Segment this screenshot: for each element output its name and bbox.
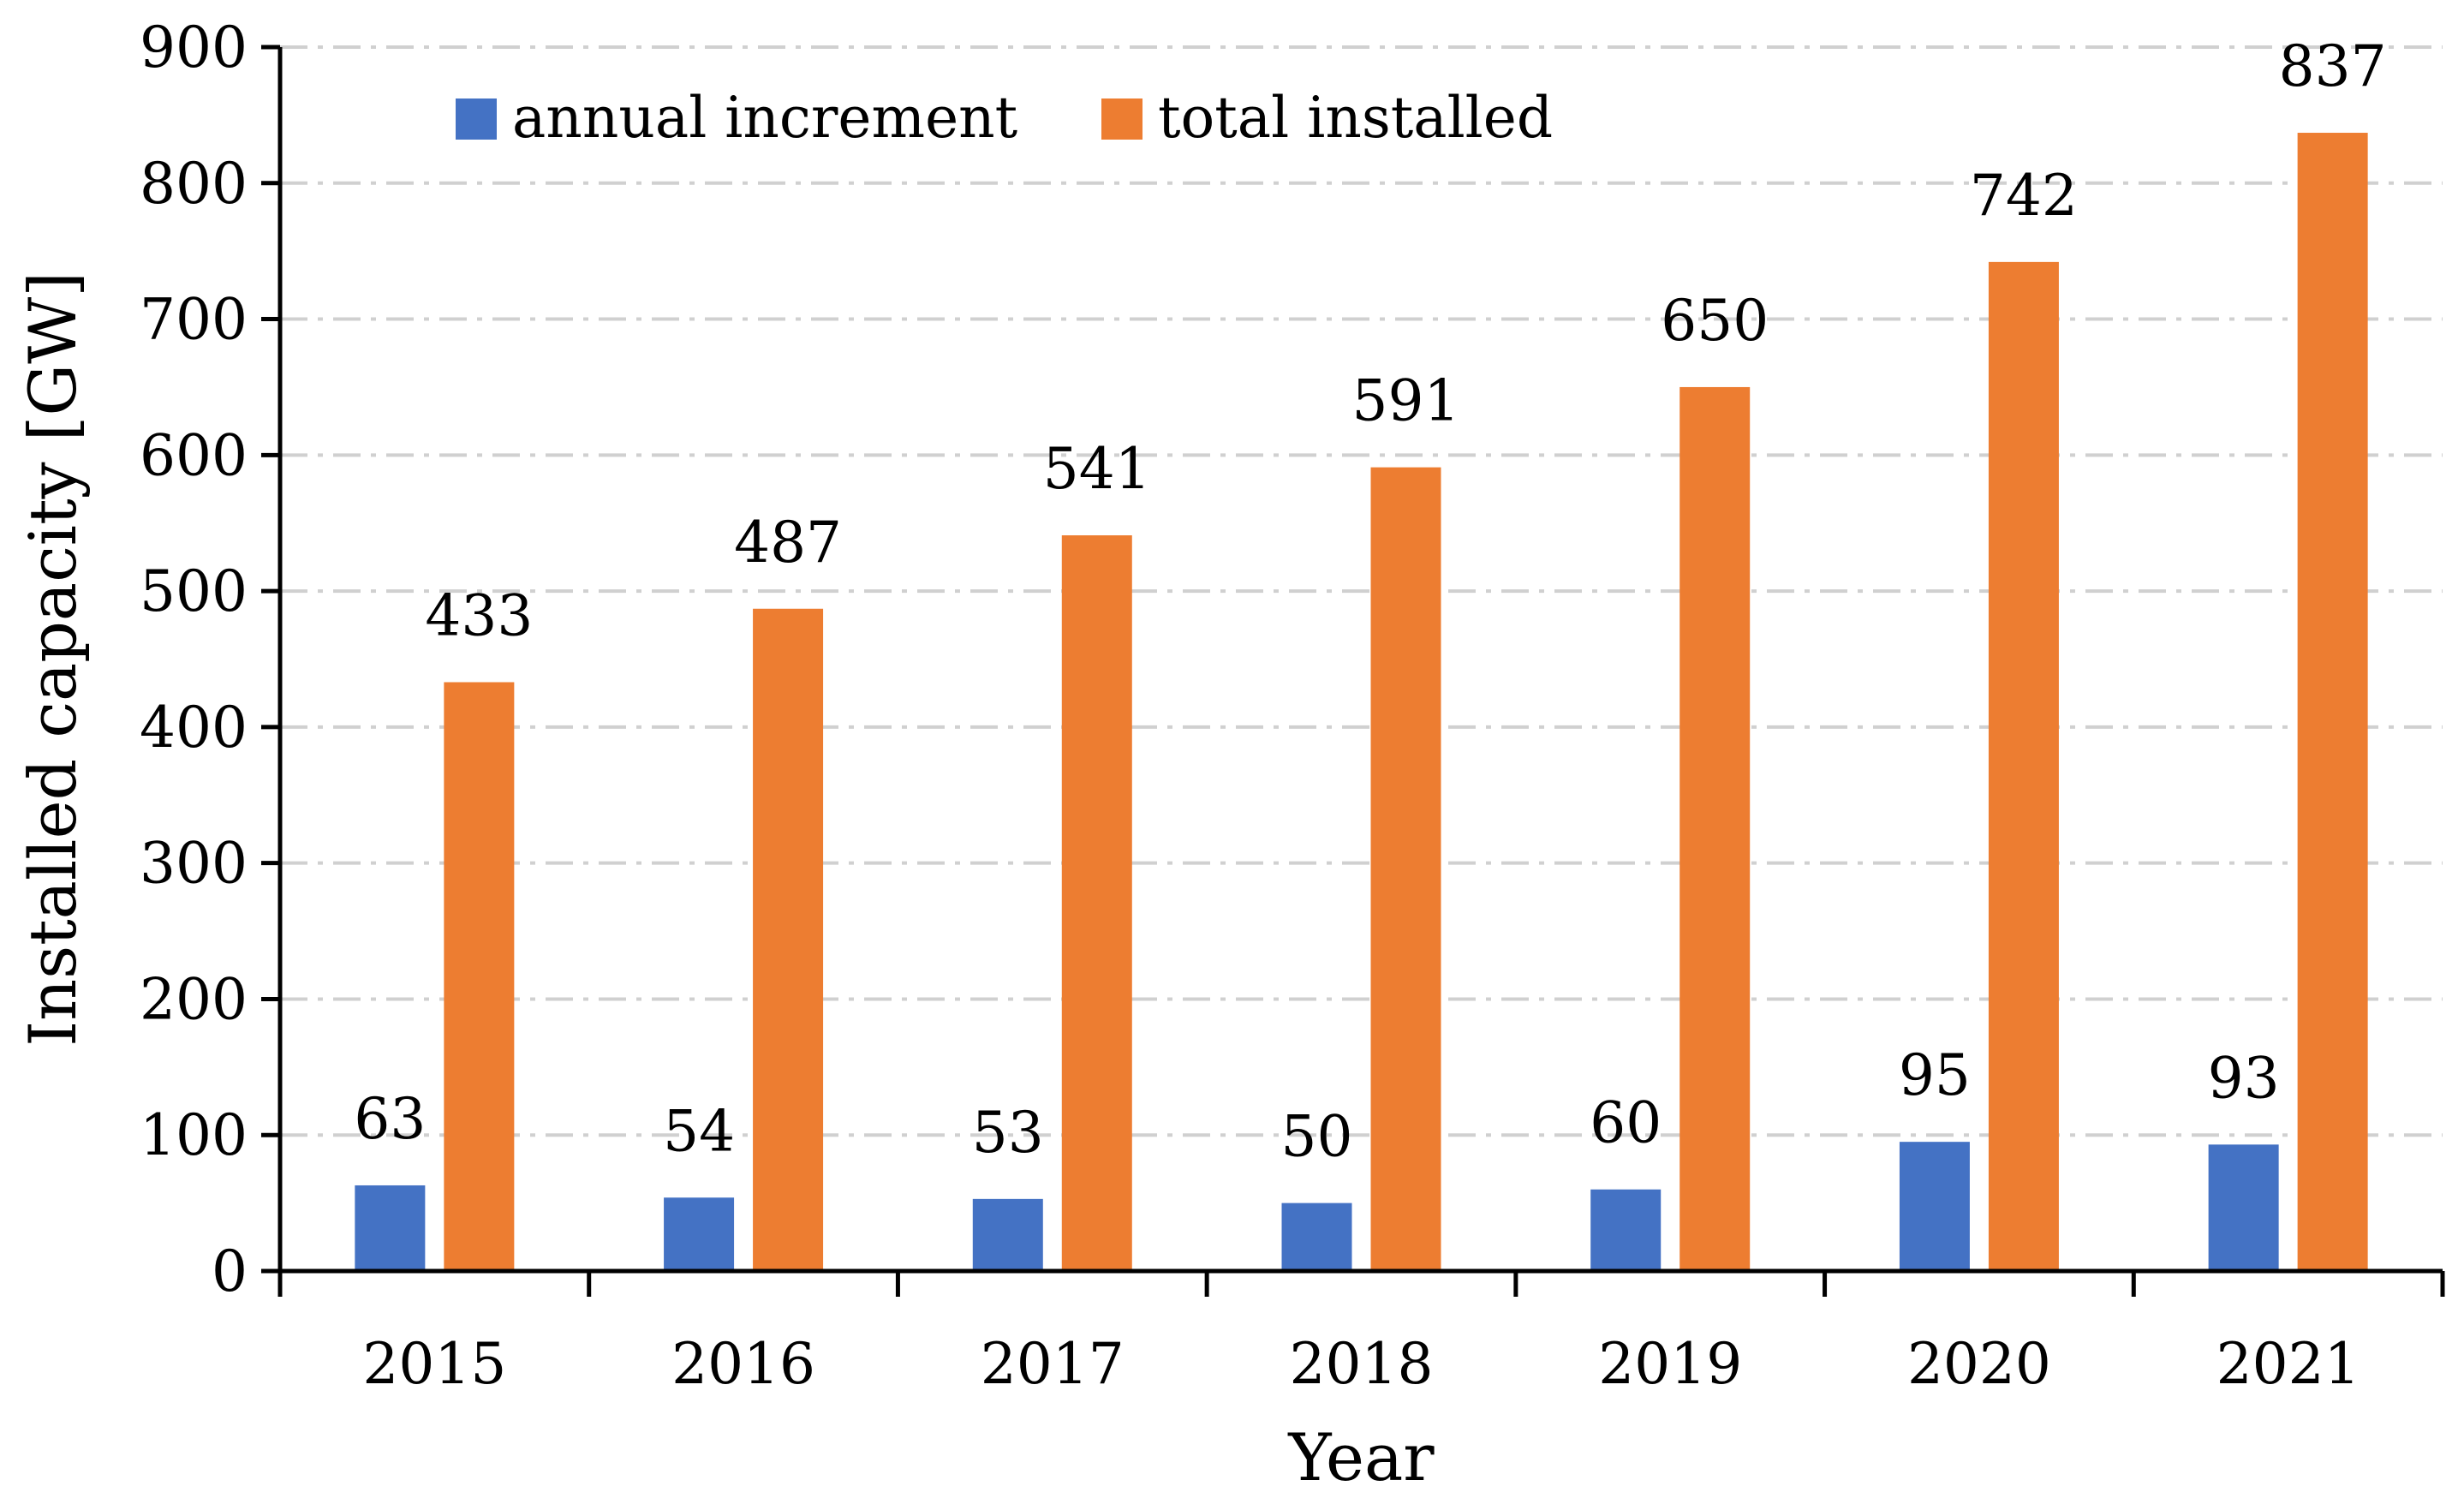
y-tick-label: 300	[140, 831, 248, 897]
x-tick-label: 2016	[671, 1331, 815, 1397]
data-label: 541	[1043, 436, 1151, 502]
y-tick-label: 800	[140, 151, 248, 217]
data-label: 93	[2208, 1045, 2280, 1111]
data-label: 837	[2279, 33, 2387, 99]
bar-total-installed-2019	[1679, 386, 1751, 1271]
y-tick-label: 100	[140, 1102, 248, 1168]
x-tick-label: 2019	[1598, 1331, 1742, 1397]
y-axis-title: Installed capacity [GW]	[15, 272, 91, 1047]
y-tick-label: 400	[140, 695, 248, 761]
bar-total-installed-2016	[753, 608, 824, 1271]
x-axis-ticks: 2015 2016 2017 2018 2019 2020 2021	[277, 1271, 2445, 1397]
bar-total-installed-2015	[444, 682, 515, 1271]
data-label: 60	[1590, 1090, 1662, 1156]
bar-annual-increment-2018	[1281, 1203, 1352, 1271]
data-label: 95	[1899, 1042, 1971, 1108]
legend: annual increment total installed	[456, 85, 1553, 151]
x-axis-title: Year	[1287, 1419, 1435, 1495]
data-label: 487	[734, 510, 842, 576]
x-tick-label: 2020	[1907, 1331, 2051, 1397]
legend-swatch-total-installed	[1101, 98, 1143, 140]
bar-total-installed-2020	[1988, 261, 2059, 1271]
gridlines	[280, 45, 2443, 1137]
legend-swatch-annual-increment	[456, 98, 497, 140]
y-tick-label: 500	[140, 558, 248, 624]
bar-total-installed-2017	[1061, 535, 1132, 1271]
y-axis-ticks: 0 100 200 300 400 500 600 700 800 900	[140, 15, 280, 1304]
x-tick-label: 2018	[1290, 1331, 1434, 1397]
bar-annual-increment-2017	[972, 1198, 1043, 1271]
data-label: 742	[1970, 163, 2078, 229]
data-label: 63	[354, 1086, 426, 1152]
bar-annual-increment-2019	[1590, 1189, 1662, 1271]
bar-annual-increment-2020	[1899, 1142, 1970, 1271]
bar-annual-increment-2021	[2208, 1144, 2279, 1271]
legend-label-total-installed: total installed	[1158, 85, 1553, 151]
data-labels: 63 433 54 487 53 541 50 591 60 650 95 742 93 837	[354, 33, 2386, 1170]
bar-annual-increment-2016	[664, 1197, 735, 1271]
legend-label-annual-increment: annual increment	[512, 85, 1017, 151]
y-tick-label: 0	[212, 1238, 248, 1304]
y-tick-label: 900	[140, 15, 248, 81]
bar-annual-increment-2015	[355, 1185, 426, 1271]
bars	[355, 133, 2368, 1271]
y-tick-label: 600	[140, 422, 248, 488]
data-label: 650	[1661, 288, 1769, 354]
data-label: 433	[425, 582, 533, 648]
data-label: 591	[1352, 368, 1460, 434]
data-label: 54	[663, 1098, 735, 1164]
x-tick-label: 2015	[362, 1331, 506, 1397]
x-tick-label: 2017	[981, 1331, 1125, 1397]
bar-total-installed-2018	[1370, 467, 1441, 1271]
y-tick-label: 200	[140, 966, 248, 1032]
x-tick-label: 2021	[2216, 1331, 2360, 1397]
data-label: 53	[972, 1100, 1044, 1166]
data-label: 50	[1281, 1104, 1353, 1170]
bar-total-installed-2021	[2297, 133, 2368, 1271]
axes	[277, 47, 2443, 1274]
y-tick-label: 700	[140, 287, 248, 353]
